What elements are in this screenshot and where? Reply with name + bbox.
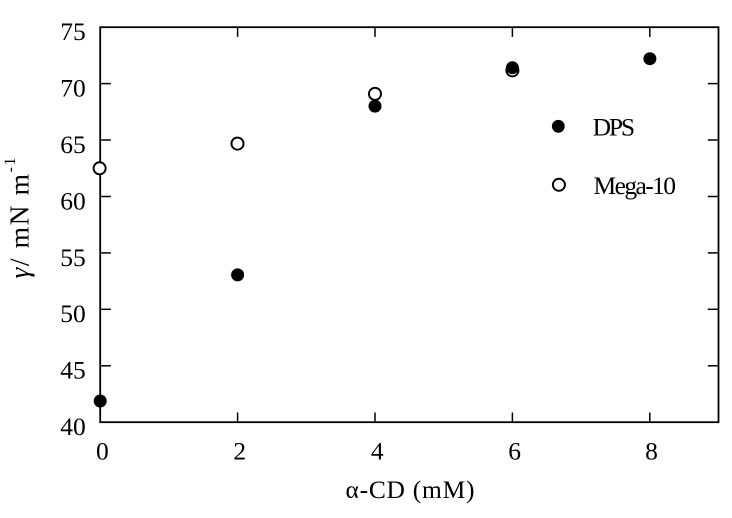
svg-text:0: 0 bbox=[96, 436, 109, 465]
svg-text:60: 60 bbox=[60, 186, 86, 215]
svg-text:75: 75 bbox=[60, 17, 86, 46]
svg-text:70: 70 bbox=[60, 74, 86, 103]
svg-text:6: 6 bbox=[508, 436, 521, 465]
svg-text:2: 2 bbox=[233, 436, 246, 465]
svg-text:65: 65 bbox=[60, 130, 86, 159]
svg-text:DPS: DPS bbox=[593, 112, 636, 141]
svg-text:45: 45 bbox=[60, 356, 86, 385]
svg-text:50: 50 bbox=[60, 299, 86, 328]
svg-text:4: 4 bbox=[371, 436, 384, 465]
svg-text:55: 55 bbox=[60, 243, 86, 272]
svg-text:Mega-10: Mega-10 bbox=[594, 171, 677, 200]
svg-text:40: 40 bbox=[60, 412, 86, 441]
svg-text:γ/ mN m-1: γ/ mN m-1 bbox=[2, 156, 35, 279]
svg-text:α-CD (mM): α-CD (mM) bbox=[346, 475, 475, 504]
svg-text:8: 8 bbox=[645, 436, 658, 465]
